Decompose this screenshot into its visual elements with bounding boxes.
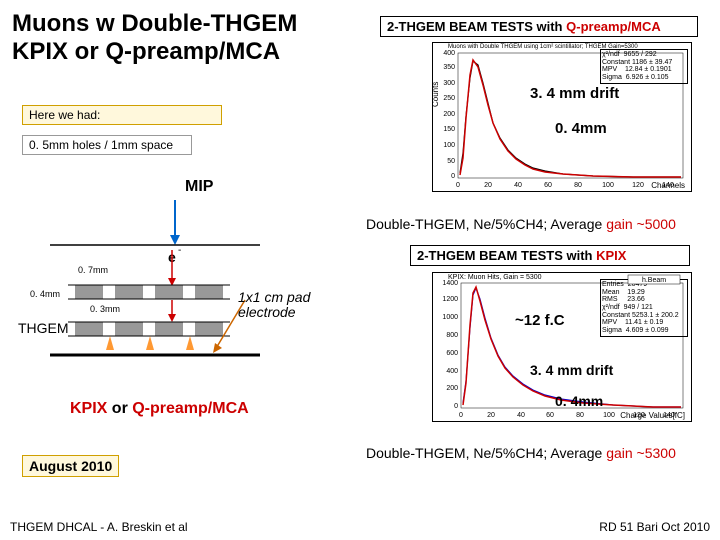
- svg-text:0. 4mm: 0. 4mm: [30, 289, 60, 299]
- caption-2: Double-THGEM, Ne/5%CH4; Average gain ~53…: [366, 445, 676, 461]
- svg-text:40: 40: [517, 412, 525, 419]
- box-beam-tests-1: 2-THGEM BEAM TESTS with Q-preamp/MCA: [380, 16, 698, 37]
- svg-text:0: 0: [459, 412, 463, 419]
- chart-1: Muons with Double THGEM using 1cm² scint…: [432, 42, 692, 192]
- svg-text:120: 120: [632, 182, 644, 189]
- svg-text:1200: 1200: [442, 296, 458, 303]
- svg-text:60: 60: [544, 182, 552, 189]
- svg-text:20: 20: [484, 182, 492, 189]
- caption-1: Double-THGEM, Ne/5%CH4; Average gain ~50…: [366, 216, 676, 232]
- svg-text:100: 100: [443, 142, 455, 149]
- svg-text:0: 0: [456, 182, 460, 189]
- footer-right: RD 51 Bari Oct 2010: [599, 520, 710, 534]
- svg-text:100: 100: [602, 182, 614, 189]
- svg-text:80: 80: [574, 182, 582, 189]
- drift-label-2: 3. 4 mm drift: [530, 362, 613, 378]
- svg-text:80: 80: [576, 412, 584, 419]
- svg-text:250: 250: [443, 95, 455, 102]
- e-minus: -: [178, 245, 181, 256]
- svg-text:400: 400: [446, 368, 458, 375]
- svg-text:50: 50: [447, 158, 455, 165]
- svg-text:0. 7mm: 0. 7mm: [78, 265, 108, 275]
- svg-text:600: 600: [446, 350, 458, 357]
- chart-1-svg: 0 50 100 150 200 250 300 350 400 0 20 40…: [433, 43, 693, 193]
- svg-text:140: 140: [663, 412, 675, 419]
- gap-label-1: 0. 4mm: [555, 120, 607, 137]
- svg-text:800: 800: [446, 332, 458, 339]
- date-box: August 2010: [22, 455, 119, 477]
- kpix-line: KPIX or Q-preamp/MCA: [70, 400, 249, 418]
- svg-text:0: 0: [454, 403, 458, 410]
- svg-text:300: 300: [443, 80, 455, 87]
- main-title: Muons w Double-THGEM KPIX or Q-preamp/MC…: [12, 10, 352, 65]
- svg-text:20: 20: [487, 412, 495, 419]
- svg-text:h.Beam: h.Beam: [642, 277, 666, 284]
- svg-text:350: 350: [443, 64, 455, 71]
- drift-label-1: 3. 4 mm drift: [530, 85, 619, 102]
- svg-text:200: 200: [443, 111, 455, 118]
- box-beam-tests-2: 2-THGEM BEAM TESTS with KPIX: [410, 245, 690, 266]
- gap-label-2: 0. 4mm: [555, 393, 603, 409]
- svg-text:60: 60: [546, 412, 554, 419]
- holes-spec-box: 0. 5mm holes / 1mm space: [22, 135, 192, 155]
- svg-text:150: 150: [443, 126, 455, 133]
- mip-label: MIP: [185, 178, 213, 196]
- svg-text:120: 120: [633, 412, 645, 419]
- svg-text:40: 40: [514, 182, 522, 189]
- footer-left: THGEM DHCAL - A. Breskin et al: [10, 520, 188, 534]
- fc-label: ~12 f.C: [515, 312, 565, 329]
- svg-text:1000: 1000: [442, 314, 458, 321]
- svg-text:200: 200: [446, 385, 458, 392]
- svg-text:140: 140: [662, 182, 674, 189]
- thgem-text: THGEM: [18, 320, 69, 336]
- svg-text:0: 0: [451, 173, 455, 180]
- svg-text:100: 100: [603, 412, 615, 419]
- svg-text:0. 3mm: 0. 3mm: [90, 304, 120, 314]
- svg-text:1400: 1400: [442, 280, 458, 287]
- here-we-had-box: Here we had:: [22, 105, 222, 125]
- svg-text:400: 400: [443, 50, 455, 57]
- pad-electrode-text: 1x1 cm pad electrode: [238, 290, 328, 321]
